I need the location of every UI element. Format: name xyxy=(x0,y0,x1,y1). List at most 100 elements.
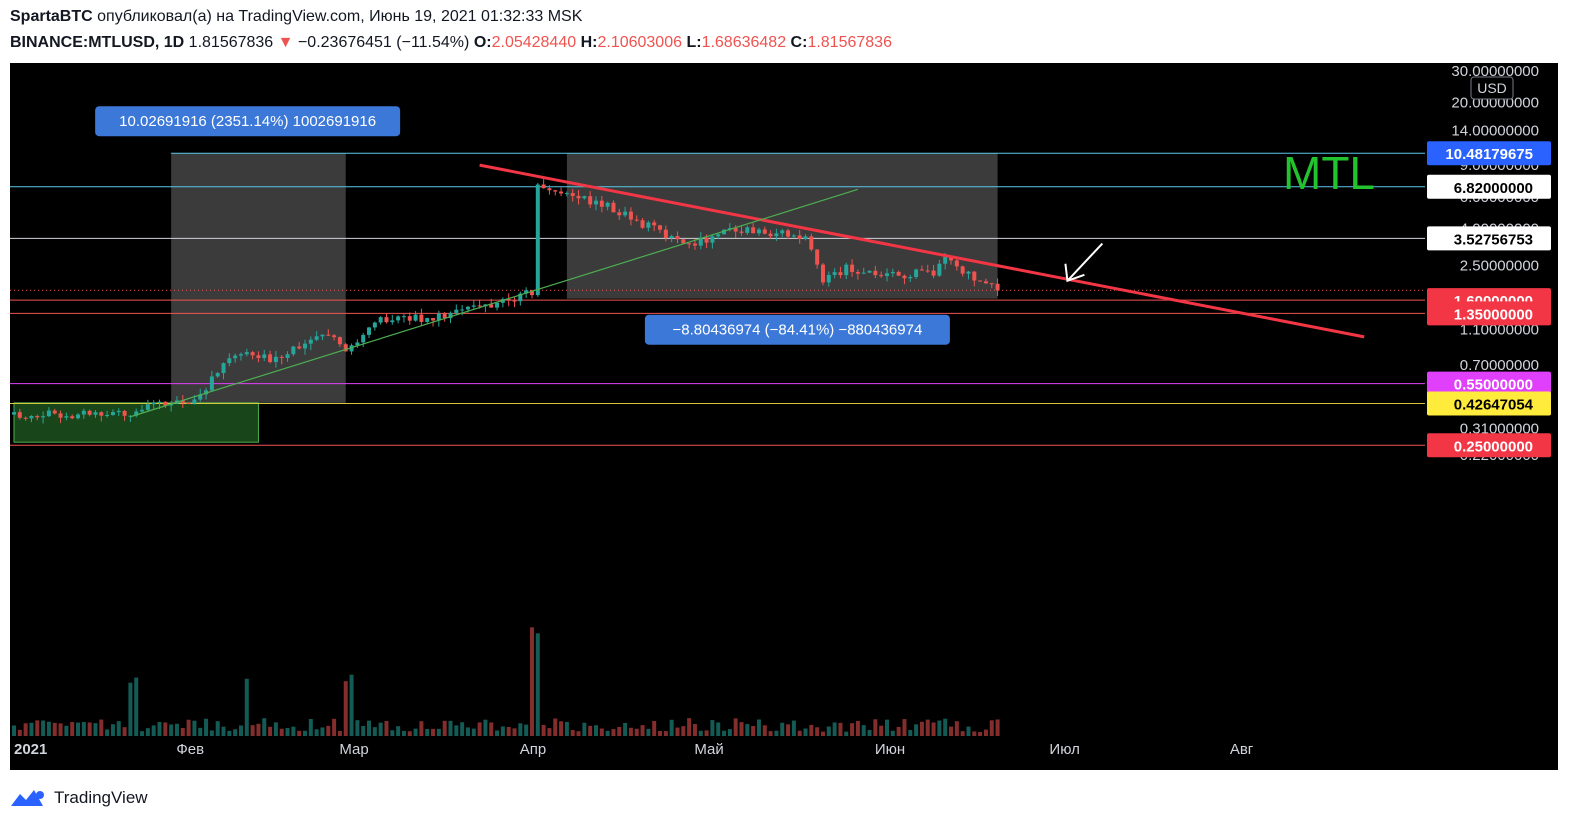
volume-bar xyxy=(419,721,424,736)
candle-body xyxy=(93,412,98,415)
volume-bar xyxy=(826,726,831,736)
volume-bar xyxy=(273,722,278,736)
volume-bar xyxy=(262,718,267,736)
candle-body xyxy=(966,271,971,274)
volume-bar xyxy=(978,731,983,736)
candle-body xyxy=(140,409,145,412)
candle-body xyxy=(308,339,313,344)
volume-bar xyxy=(850,723,855,736)
candle-body xyxy=(332,335,337,338)
arrow-head-icon xyxy=(1064,263,1085,283)
candle-body xyxy=(326,334,331,336)
volume-bar xyxy=(524,724,529,736)
candle-body xyxy=(314,336,319,340)
volume-bar xyxy=(471,728,476,736)
y-axis-tick-label: 2.50000000 xyxy=(1460,257,1539,274)
volume-bar xyxy=(367,720,372,736)
candle-body xyxy=(867,270,872,273)
candle-body xyxy=(122,410,127,416)
candle-body xyxy=(756,229,761,234)
candle-body xyxy=(978,280,983,282)
candle-body xyxy=(413,314,418,321)
candle-body xyxy=(76,414,81,419)
low-label: L: xyxy=(686,34,702,51)
candle-body xyxy=(320,334,325,337)
last-price: 1.81567836 xyxy=(188,34,274,51)
candle-body xyxy=(838,272,843,276)
candle-body xyxy=(343,344,348,352)
candle-body xyxy=(471,305,476,307)
volume-bar xyxy=(343,681,348,736)
volume-bar xyxy=(76,722,81,736)
price-level-badge xyxy=(1427,371,1551,396)
candle-body xyxy=(949,256,954,261)
volume-bar xyxy=(995,719,1000,736)
volume-bar xyxy=(174,723,179,736)
volume-bar xyxy=(634,728,639,736)
candle-body xyxy=(512,300,517,302)
volume-bar xyxy=(134,677,139,736)
candle-body xyxy=(46,410,51,417)
volume-bar xyxy=(687,718,692,736)
candle-body xyxy=(826,274,831,283)
x-axis-tick-label: Апр xyxy=(520,741,546,758)
close-label: C: xyxy=(790,34,808,51)
candle-body xyxy=(518,293,523,302)
candle-body xyxy=(367,327,372,335)
volume-bar xyxy=(949,726,954,736)
volume-bar xyxy=(297,730,302,736)
y-axis-tick-label: 30.00000000 xyxy=(1451,63,1539,80)
resistance-trend-line xyxy=(479,163,1365,339)
volume-bar xyxy=(733,718,738,736)
volume-bar xyxy=(151,725,156,736)
candle-body xyxy=(786,230,791,237)
candle-body xyxy=(454,309,459,313)
volume-bar xyxy=(692,724,697,736)
candle-body xyxy=(489,304,494,308)
volume-bar xyxy=(378,722,383,736)
volume-bar xyxy=(611,729,616,736)
price-level-label: 1.35000000 xyxy=(1454,306,1533,323)
price-level-label: 0.55000000 xyxy=(1454,377,1533,394)
volume-bar xyxy=(326,725,331,736)
chart-canvas[interactable]: 30.0000000020.0000000014.000000009.00000… xyxy=(10,63,1558,770)
volume-bar xyxy=(483,719,488,736)
volume-bar xyxy=(442,720,447,736)
publish-info: SpartaBTC опубликовал(а) на TradingView.… xyxy=(10,8,582,26)
volume-bar xyxy=(564,721,569,736)
volume-bar xyxy=(663,731,668,736)
volume-bar xyxy=(512,728,517,736)
candle-body xyxy=(215,373,220,377)
chart-area[interactable]: 30.00000000 20.00000000 14.00000000 9.00000… xyxy=(10,63,1558,770)
volume-bar xyxy=(448,720,453,736)
x-axis-tick-label: 2021 xyxy=(14,741,47,758)
volume-bar xyxy=(489,722,494,736)
volume-bar xyxy=(355,720,360,736)
volume-bar xyxy=(617,726,622,736)
volume-bar xyxy=(547,728,552,736)
annotation-arrow xyxy=(1066,242,1104,282)
volume-bar xyxy=(396,726,401,736)
volume-bar xyxy=(588,725,593,736)
candle-body xyxy=(442,313,447,319)
candle-body xyxy=(198,394,203,400)
volume-bar xyxy=(623,722,628,736)
author-name[interactable]: SpartaBTC xyxy=(10,8,93,25)
candle-body xyxy=(477,305,482,307)
candle-body xyxy=(553,190,558,192)
candle-body xyxy=(908,277,913,279)
candle-body xyxy=(687,243,692,245)
volume-bar xyxy=(727,729,732,736)
candle-body xyxy=(599,200,604,207)
volume-bar xyxy=(518,723,523,736)
volume-bar xyxy=(256,723,261,736)
volume-bar xyxy=(890,730,895,736)
price-level-badge xyxy=(1427,174,1551,199)
volume-bar xyxy=(960,731,965,736)
candle-body xyxy=(989,283,994,285)
volume-bar xyxy=(477,722,482,736)
candle-body xyxy=(914,269,919,278)
volume-bar xyxy=(535,633,540,736)
candle-body xyxy=(623,211,628,216)
candle-body xyxy=(134,411,139,416)
